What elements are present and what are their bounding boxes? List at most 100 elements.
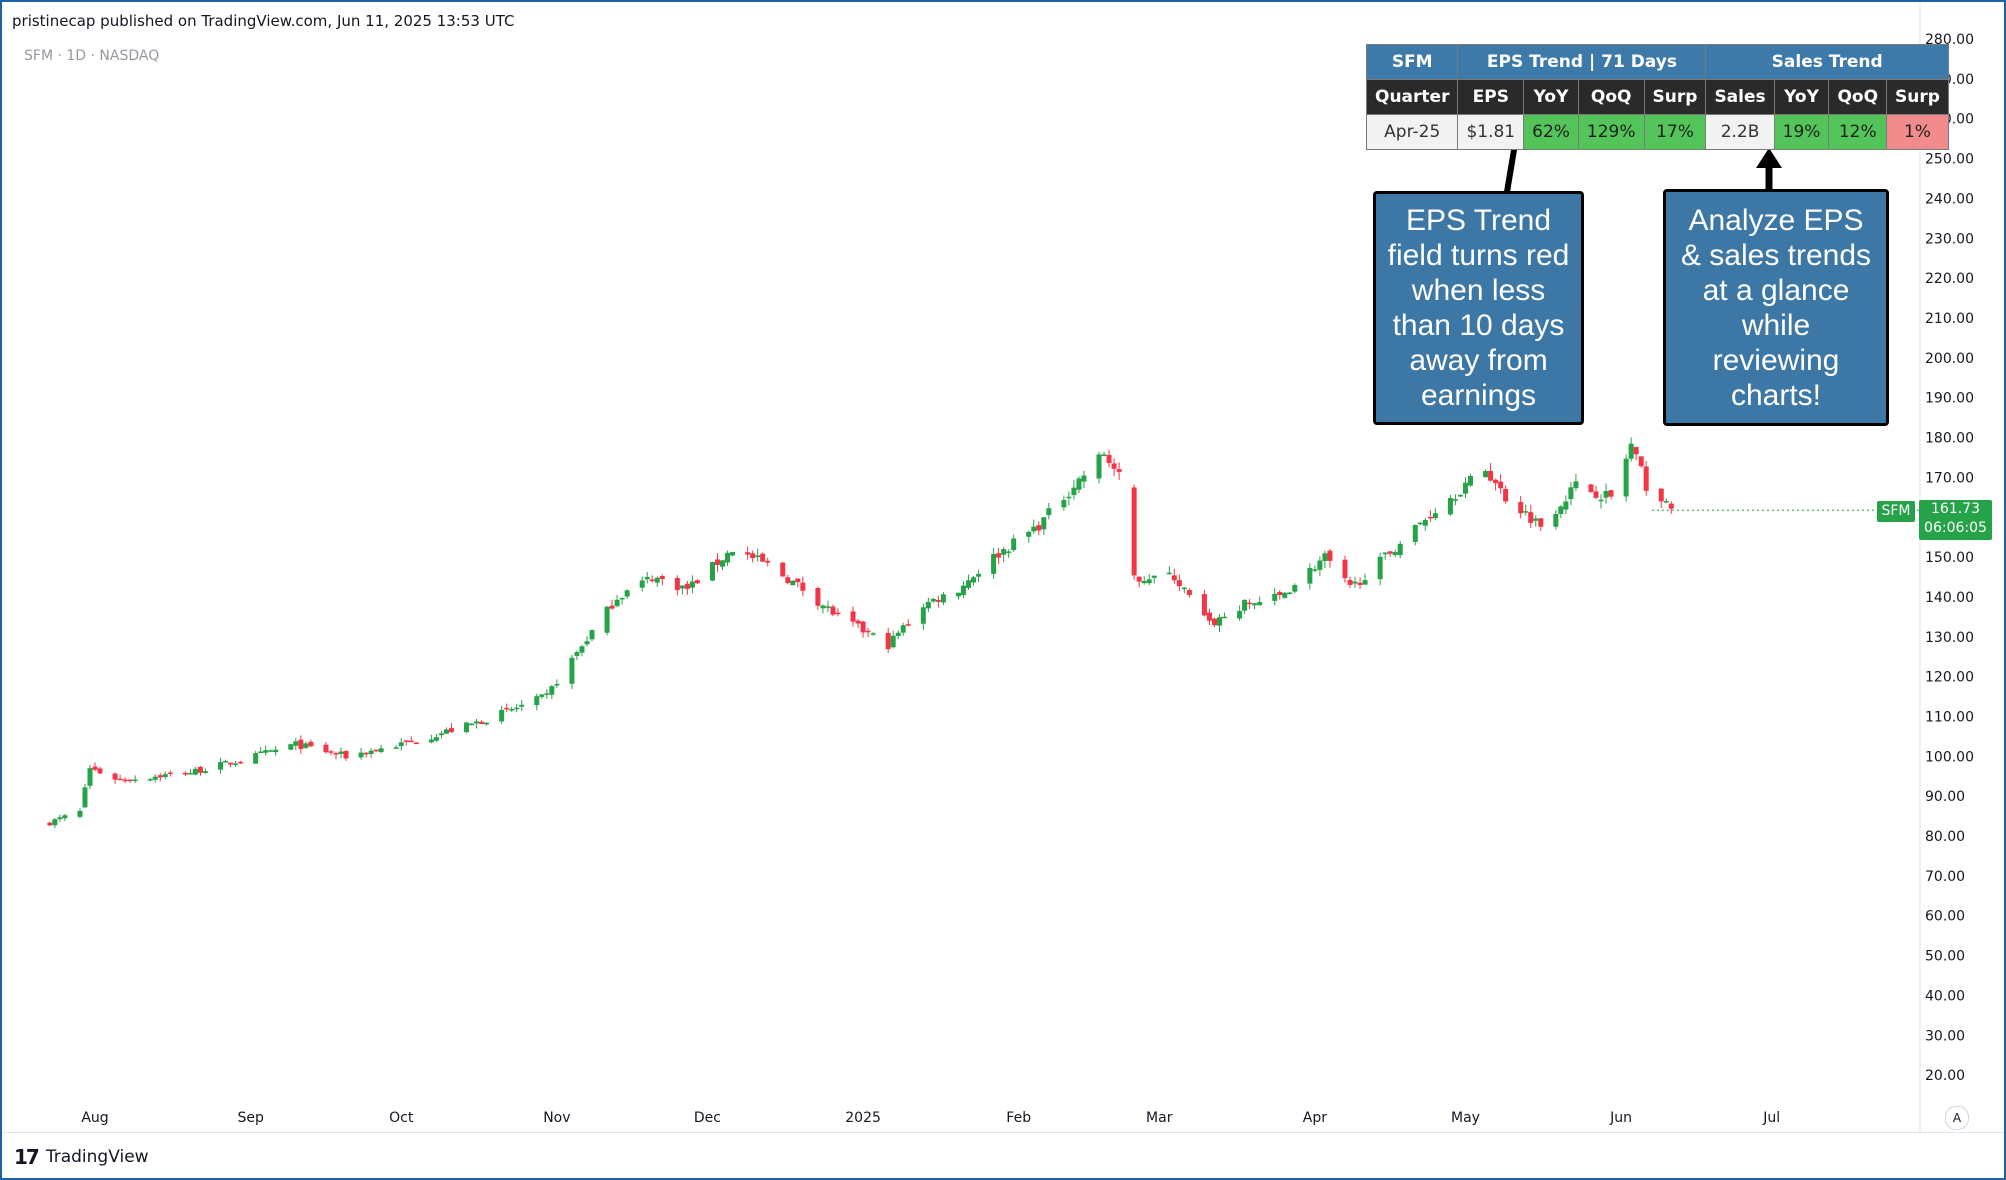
candle-body [1488,470,1494,481]
candle-body [1217,617,1222,626]
candle-body [368,750,374,754]
header-cell: QoQ [1828,79,1888,115]
candle-body [1603,490,1609,498]
candle-body [1066,496,1072,499]
candle-body [1623,458,1629,497]
candle-body [860,621,866,633]
candle-body [780,562,786,577]
candle-body [1663,500,1669,503]
candle-body [448,728,454,733]
candle-body [955,592,961,597]
header-cell: Surp [1643,79,1707,115]
price-tick-label: 90.00 [1925,789,1965,805]
candle-body [1036,525,1042,531]
candle-body [509,708,515,711]
candle-body [62,815,68,819]
candle-body [1011,538,1017,551]
last-price-label: 161.73 06:06:05 [1919,500,1992,540]
candle-body [1422,519,1428,526]
callout-line: away from [1409,344,1548,377]
candle-body [1427,516,1433,519]
price-tick-label: 210.00 [1925,311,1974,327]
symbol-info[interactable]: SFM · 1D · NASDAQ [24,48,160,64]
candle-body [152,776,158,780]
price-tick-label: 240.00 [1925,191,1974,207]
candle-body [413,742,419,744]
candle-body [147,779,153,781]
tradingview-logo-icon: 17 [14,1145,40,1169]
candle-body [785,577,791,584]
price-tick-label: 110.00 [1925,709,1974,725]
candle-body [549,686,555,695]
candle-body [1307,568,1313,584]
candle-body [905,624,911,626]
candle-body [1377,556,1383,580]
candle-body [835,612,841,615]
candle-body [97,768,103,774]
candle-body [544,693,550,695]
candle-body [750,553,756,559]
table-symbol-cell: SFM [1365,44,1459,80]
candle-body [1392,552,1398,555]
candle-body [1633,447,1639,455]
candle-body [57,817,63,820]
candle-body [1558,506,1564,514]
auto-scale-button[interactable]: A [1945,1106,1969,1130]
candle-body [1282,592,1288,598]
price-tick-label: 250.00 [1925,152,1974,168]
candle-body [885,632,891,650]
price-tick-label: 140.00 [1925,590,1974,606]
price-axis[interactable]: 20.00 30.00 40.00 50.00 60.00 70.00 80.00 90.00… [1919,2,1974,1132]
candle-body [1457,494,1463,497]
candle-body [223,761,229,763]
time-tick-label: Jun [1609,1110,1632,1126]
candle-body [1242,599,1248,611]
candle-body [499,709,505,722]
candle-body [1181,587,1187,590]
candle-body [940,594,946,603]
price-tick-label: 20.00 [1925,1068,1965,1084]
candle-body [870,633,876,635]
tradingview-brand: TradingView [45,1147,149,1167]
candle-body [971,577,977,583]
candle-body [1176,580,1182,587]
data-cell: Apr-25 [1365,114,1459,150]
price-tick-label: 120.00 [1925,670,1974,686]
candle-body [157,775,163,778]
price-tick-label: 230.00 [1925,231,1974,247]
candle-body [263,750,269,753]
tradingview-logo[interactable]: 17 TradingView [14,1145,149,1169]
candle-body [614,599,620,607]
candle-body [684,583,690,589]
candle-body [182,772,188,775]
time-axis[interactable]: Aug Sep Oct Nov Dec 2025 Feb Mar Apr May Jun Jul [81,1110,1780,1126]
candle-body [1533,518,1539,521]
candle-body [1628,443,1634,459]
candle-body [1131,487,1137,576]
candle-body [1136,576,1142,582]
candle-body [654,577,660,583]
callout-line: than 10 days [1392,309,1565,342]
candle-series [47,437,1920,829]
time-tick-label: Mar [1146,1110,1173,1126]
data-cell: 1% [1886,114,1949,150]
candle-body [333,753,339,755]
candle-body [52,819,58,826]
candle-body [1237,610,1243,619]
footer-divider [2,1132,2004,1133]
candle-body [1432,513,1438,519]
price-tick-label: 200.00 [1925,351,1974,367]
candle-body [378,748,384,752]
candle-body [966,580,971,588]
candle-body [996,553,1002,558]
candle-body [358,752,364,758]
candle-body [1146,579,1152,584]
candle-body [258,751,264,754]
candle-body [644,576,650,580]
price-tick-label: 100.00 [1925,749,1974,765]
candle-body [328,751,334,753]
candle-body [403,740,409,742]
earnings-table: SFM EPS Trend | 71 Days Sales Trend Quar… [1365,44,1949,150]
candle-body [1277,591,1283,596]
